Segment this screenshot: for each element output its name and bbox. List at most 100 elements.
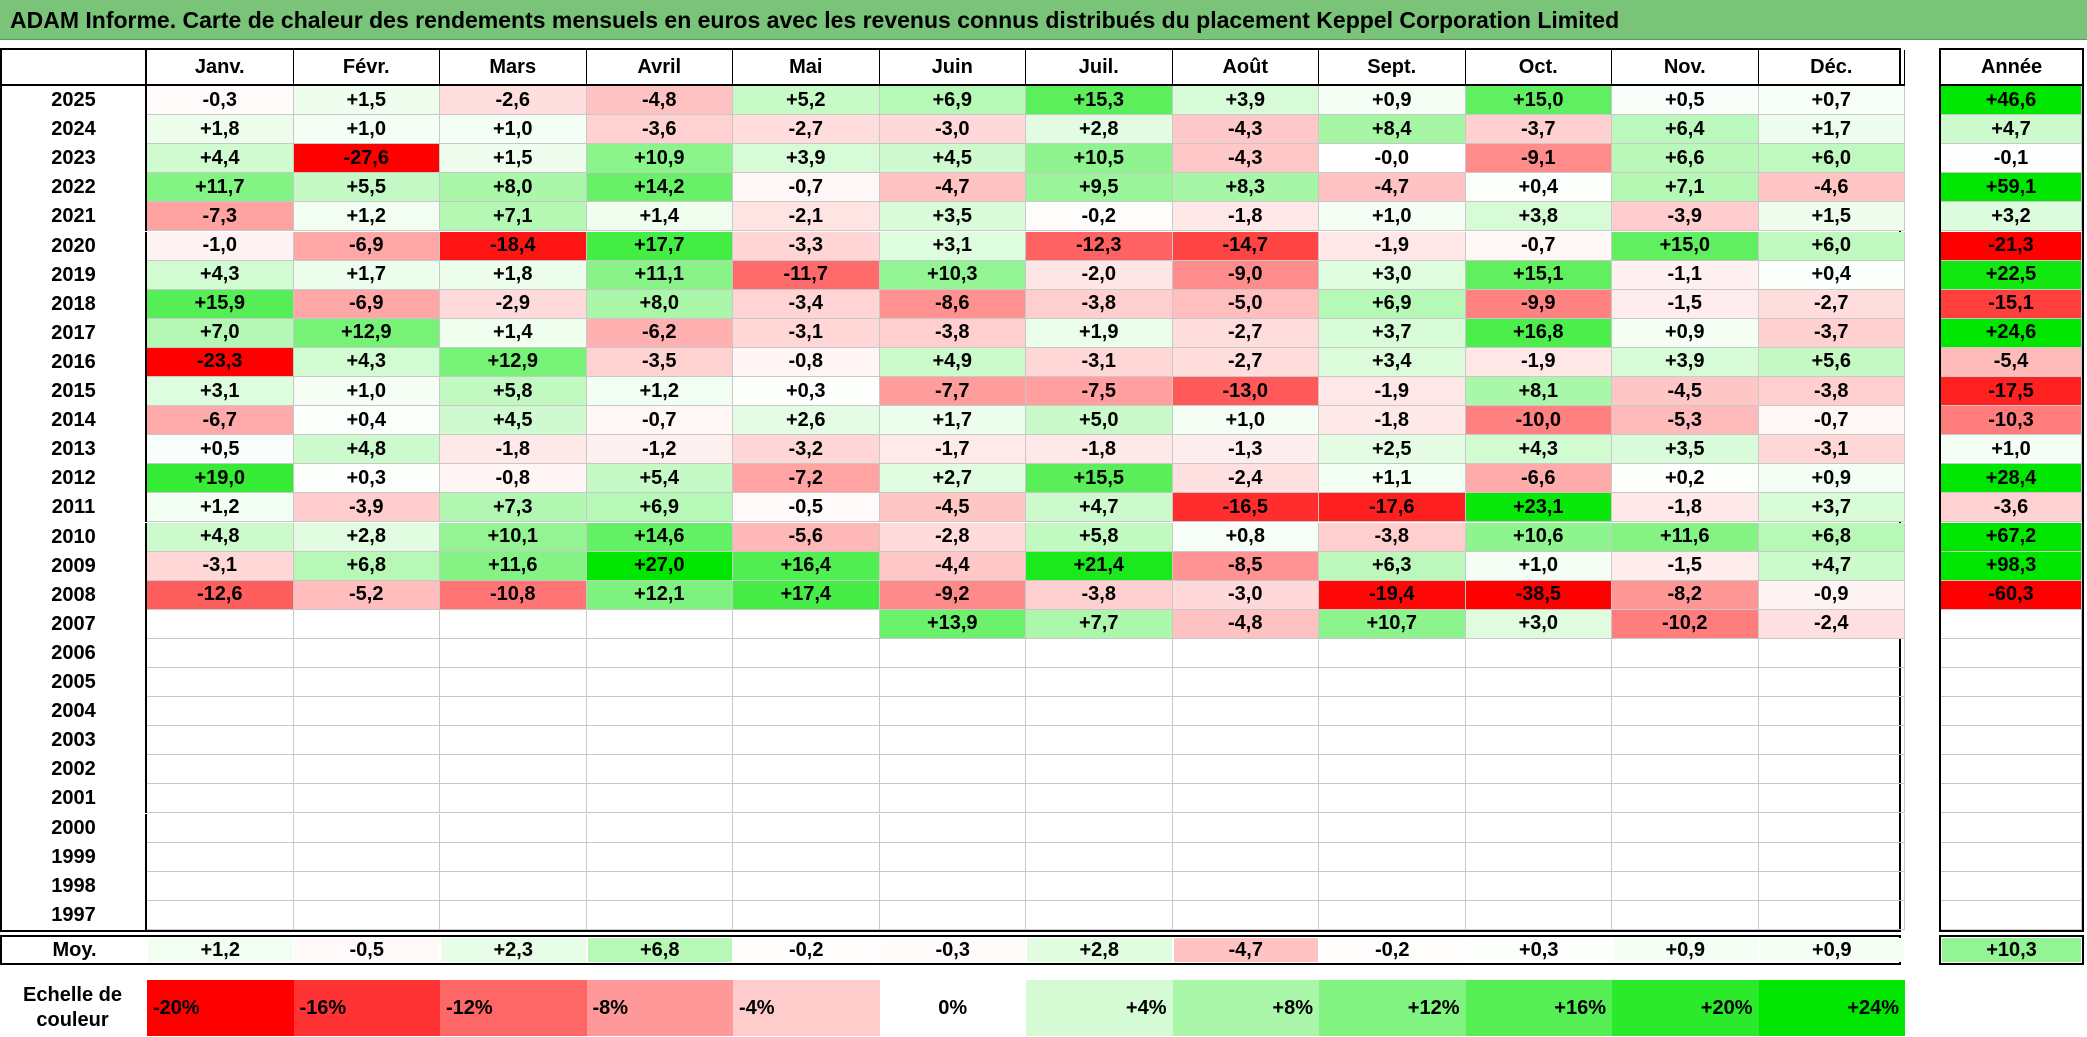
heatmap-cell: +5,4	[586, 464, 733, 494]
heatmap-cell	[733, 871, 880, 901]
heatmap-cell: -2,1	[733, 202, 880, 232]
heatmap-cell: -3,8	[1026, 289, 1173, 319]
heatmap-cell: -10,2	[1612, 609, 1759, 639]
heatmap-cell: +1,0	[1319, 202, 1466, 232]
heatmap-cell	[1758, 900, 1905, 930]
heatmap-cell: -1,9	[1319, 377, 1466, 407]
heatmap-cell: +0,8	[1172, 522, 1319, 552]
heatmap-cell	[879, 726, 1026, 756]
heatmap-cell	[1319, 842, 1466, 872]
month-header: Juil.	[1026, 50, 1173, 86]
heatmap-cell	[293, 842, 440, 872]
heatmap-cell: +0,2	[1612, 464, 1759, 494]
heatmap-cell: -4,8	[1172, 609, 1319, 639]
annual-cell	[1941, 697, 2082, 727]
heatmap-cell	[293, 755, 440, 785]
heatmap-cell: -7,3	[147, 202, 294, 232]
heatmap-cell: +3,4	[1319, 347, 1466, 377]
heatmap-cell: -3,2	[733, 435, 880, 465]
year-label: 2019	[2, 260, 147, 290]
heatmap-cell: +2,8	[1026, 115, 1173, 145]
heatmap-cell: +6,9	[586, 493, 733, 523]
heatmap-cell	[586, 842, 733, 872]
heatmap-cell	[733, 668, 880, 698]
year-label: 2024	[2, 115, 147, 145]
heatmap-cell	[1612, 842, 1759, 872]
heatmap-cell: -8,5	[1172, 551, 1319, 581]
heatmap-cell: -4,8	[586, 86, 733, 116]
heatmap-cell	[733, 638, 880, 668]
heatmap-cell: +1,7	[293, 260, 440, 290]
year-label: 1998	[2, 871, 147, 901]
heatmap-cell: +15,3	[1026, 86, 1173, 116]
average-cell: +1,2	[148, 938, 293, 962]
heatmap-cell	[1319, 871, 1466, 901]
heatmap-cell: -3,8	[879, 318, 1026, 348]
heatmap-cell	[293, 668, 440, 698]
heatmap-cell: +6,0	[1758, 144, 1905, 174]
heatmap-cell	[440, 813, 587, 843]
year-label: 2022	[2, 173, 147, 203]
year-label: 2005	[2, 668, 147, 698]
color-scale-swatch: -20%	[147, 980, 294, 1036]
heatmap-cell: +2,7	[879, 464, 1026, 494]
heatmap-cell	[1026, 668, 1173, 698]
heatmap-cell	[1758, 871, 1905, 901]
heatmap-cell: +11,6	[1612, 522, 1759, 552]
heatmap-cell	[586, 726, 733, 756]
heatmap-cell	[1465, 784, 1612, 814]
heatmap-cell: +4,9	[879, 347, 1026, 377]
heatmap-cell: +7,1	[1612, 173, 1759, 203]
average-cell: +0,3	[1466, 938, 1611, 962]
heatmap-cell: -3,5	[586, 347, 733, 377]
color-scale-swatch: -16%	[293, 980, 440, 1036]
heatmap-cell: -0,7	[733, 173, 880, 203]
heatmap-cell	[440, 755, 587, 785]
heatmap-cell: -7,2	[733, 464, 880, 494]
average-cell: +0,9	[1759, 938, 1904, 962]
heatmap-cell	[1612, 900, 1759, 930]
annual-cell: -10,3	[1941, 406, 2082, 436]
year-label: 2018	[2, 289, 147, 319]
heatmap-cell	[1319, 697, 1466, 727]
heatmap-cell: +1,7	[1758, 115, 1905, 145]
heatmap-cell: -8,2	[1612, 580, 1759, 610]
heatmap-cell	[147, 784, 294, 814]
heatmap-cell: -7,5	[1026, 377, 1173, 407]
heatmap-cell	[440, 668, 587, 698]
year-label: 2007	[2, 609, 147, 639]
heatmap-cell: +0,9	[1758, 464, 1905, 494]
year-label: 2017	[2, 318, 147, 348]
heatmap-cell	[1026, 755, 1173, 785]
heatmap-cell: +10,9	[586, 144, 733, 174]
heatmap-cell	[733, 755, 880, 785]
heatmap-cell	[1319, 900, 1466, 930]
heatmap-cell	[147, 609, 294, 639]
heatmap-cell: +0,9	[1612, 318, 1759, 348]
heatmap-cell: -4,3	[1172, 144, 1319, 174]
heatmap-cell: +10,5	[1026, 144, 1173, 174]
heatmap-cell: +1,0	[1172, 406, 1319, 436]
heatmap-cell: +5,8	[1026, 522, 1173, 552]
annual-cell	[1941, 668, 2082, 698]
heatmap-cell	[879, 842, 1026, 872]
heatmap-cell	[1465, 726, 1612, 756]
annual-cell: +28,4	[1941, 464, 2082, 494]
heatmap-cell: +15,0	[1612, 231, 1759, 261]
heatmap-cell: -12,6	[147, 580, 294, 610]
heatmap-cell: -0,3	[147, 86, 294, 116]
heatmap-cell: -2,7	[733, 115, 880, 145]
heatmap-cell	[1172, 638, 1319, 668]
heatmap-cell	[733, 784, 880, 814]
heatmap-cell: +10,3	[879, 260, 1026, 290]
heatmap-cell: +14,6	[586, 522, 733, 552]
annual-cell	[1941, 813, 2082, 843]
heatmap-cell	[1465, 697, 1612, 727]
heatmap-cell	[1758, 726, 1905, 756]
heatmap-cell	[1465, 638, 1612, 668]
heatmap-cell: -3,4	[733, 289, 880, 319]
heatmap-cell: -2,7	[1758, 289, 1905, 319]
heatmap-cell: -2,9	[440, 289, 587, 319]
heatmap-cell	[733, 609, 880, 639]
heatmap-cell	[733, 726, 880, 756]
